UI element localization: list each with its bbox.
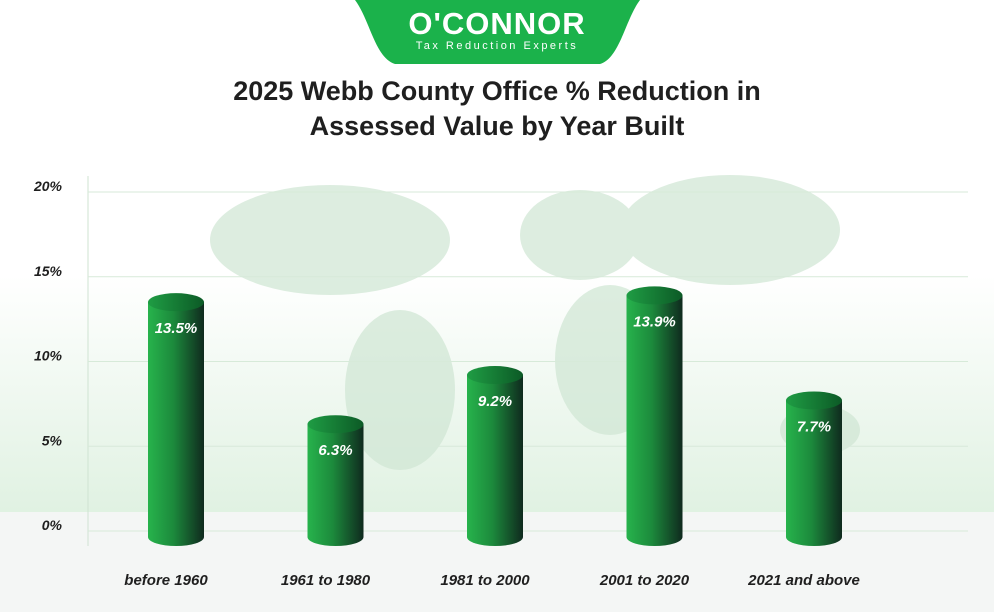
bar-cap bbox=[626, 286, 683, 305]
bar-body bbox=[467, 375, 523, 546]
chart-title-line-2: Assessed Value by Year Built bbox=[309, 111, 685, 141]
bar-cap bbox=[467, 366, 523, 385]
bar-cap bbox=[307, 415, 364, 434]
y-tick-label: 20% bbox=[33, 178, 63, 194]
brand-logo-text: O'CONNOR bbox=[408, 6, 586, 41]
bars: 13.5% 6.3% 9.2% 13.9% 7.7% bbox=[148, 286, 842, 546]
x-category-label: 1961 to 1980 bbox=[281, 572, 371, 589]
bar-body bbox=[148, 302, 204, 546]
bar-value-label: 6.3% bbox=[318, 442, 352, 459]
bar-cap bbox=[786, 391, 842, 410]
bar: 9.2% bbox=[467, 366, 523, 546]
x-category-label: 1981 to 2000 bbox=[440, 572, 530, 589]
bar-body bbox=[307, 424, 364, 546]
y-tick-label: 10% bbox=[34, 348, 63, 364]
chart-title-line-1: 2025 Webb County Office % Reduction in bbox=[233, 76, 761, 106]
x-axis-labels: before 1960 1961 to 1980 1981 to 2000 2001 … bbox=[124, 572, 860, 589]
x-category-label: before 1960 bbox=[124, 572, 208, 589]
bar-value-label: 13.9% bbox=[633, 313, 676, 330]
bar: 6.3% bbox=[307, 415, 364, 546]
bar-body bbox=[626, 295, 683, 546]
bar: 7.7% bbox=[786, 391, 842, 546]
y-tick-label: 15% bbox=[34, 263, 63, 279]
bar-value-label: 7.7% bbox=[797, 418, 831, 435]
logo-tab bbox=[355, 0, 640, 64]
x-category-label: 2021 and above bbox=[747, 572, 860, 589]
x-category-label: 2001 to 2020 bbox=[599, 572, 690, 589]
brand-tagline: Tax Reduction Experts bbox=[415, 40, 579, 52]
bar-value-label: 9.2% bbox=[478, 393, 512, 410]
bar: 13.5% bbox=[148, 293, 204, 546]
bar-cap bbox=[148, 293, 204, 312]
y-tick-label: 5% bbox=[42, 432, 63, 448]
y-tick-label: 0% bbox=[42, 517, 63, 533]
chart-title: 2025 Webb County Office % Reduction in A… bbox=[0, 74, 994, 144]
bar-body bbox=[786, 400, 842, 546]
bar-value-label: 13.5% bbox=[155, 320, 198, 337]
bar: 13.9% bbox=[626, 286, 683, 546]
y-axis-ticks: 0% 5% 10% 15% 20% bbox=[33, 178, 63, 533]
